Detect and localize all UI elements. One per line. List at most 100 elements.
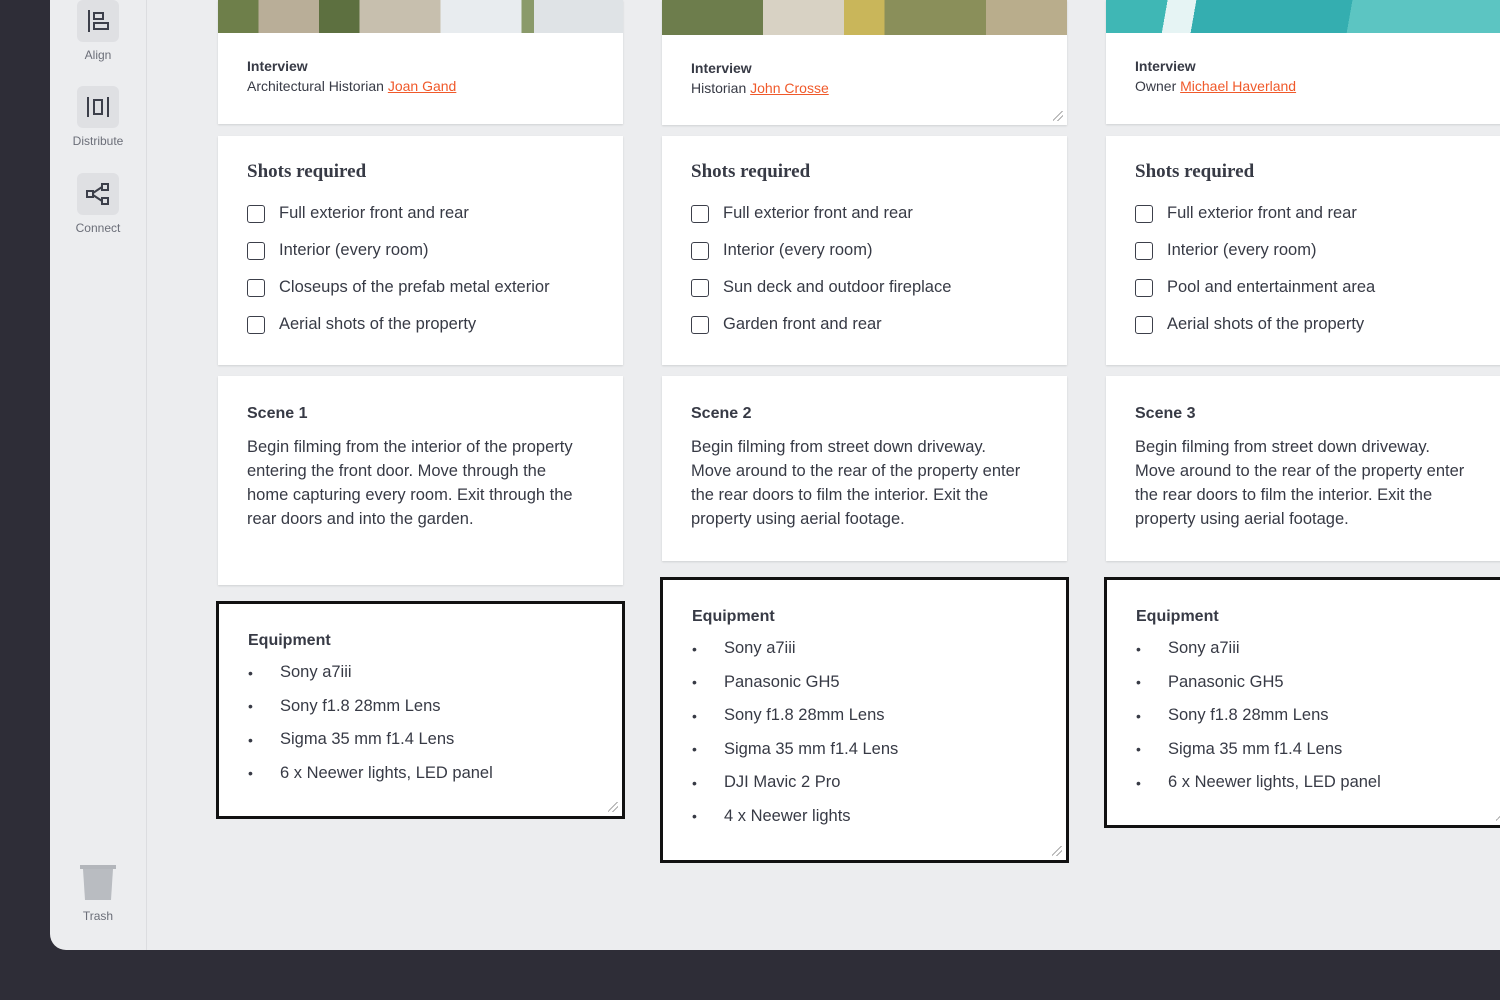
scene-card: Scene 1 Begin filming from the interior … (218, 376, 623, 585)
shot-label: Aerial shots of the property (279, 315, 477, 333)
connect-tool[interactable]: Connect (50, 173, 146, 235)
checkbox[interactable] (1135, 241, 1153, 260)
scene-description: Begin filming from street down driveway.… (691, 438, 1021, 528)
equipment-label: Sony f1.8 28mm Lens (1168, 706, 1329, 725)
resize-handle[interactable] (1052, 846, 1062, 856)
bullet-icon: • (1136, 707, 1141, 724)
bullet-icon: • (692, 774, 697, 791)
distribute-tool[interactable]: Distribute (50, 86, 146, 148)
equipment-label: 6 x Neewer lights, LED panel (1168, 773, 1381, 792)
shot-item[interactable]: Aerial shots of the property (1135, 306, 1482, 343)
shot-item[interactable]: Interior (every room) (691, 232, 1038, 269)
resize-handle[interactable] (1053, 111, 1063, 121)
checkbox[interactable] (691, 204, 709, 223)
equipment-item: • DJI Mavic 2 Pro (692, 766, 1037, 800)
equipment-card[interactable]: Equipment • Sony a7iii • Panasonic GH5 • Sony … (1104, 577, 1500, 828)
property-photo (1106, 0, 1500, 33)
shots-title: Shots required (247, 161, 367, 182)
equipment-card[interactable]: Equipment • Sony a7iii • Panasonic GH5 • Sony … (660, 577, 1069, 863)
equipment-label: Sony a7iii (1168, 639, 1240, 658)
trash-icon (80, 865, 116, 900)
interview-card: Interview Owner Michael Haverland (1106, 0, 1500, 124)
shot-item[interactable]: Aerial shots of the property (247, 306, 594, 343)
equipment-item: • 6 x Neewer lights, LED panel (248, 757, 593, 791)
bullet-icon: • (692, 741, 697, 758)
scene-card: Scene 3 Begin filming from street down d… (1106, 376, 1500, 561)
interview-title: Interview (1135, 58, 1196, 74)
shot-label: Interior (every room) (723, 241, 873, 259)
scene-description: Begin filming from the interior of the p… (247, 438, 573, 528)
resize-handle[interactable] (608, 802, 618, 812)
shot-item[interactable]: Full exterior front and rear (1135, 195, 1482, 232)
checkbox[interactable] (247, 241, 265, 260)
shot-label: Full exterior front and rear (1167, 204, 1357, 222)
shots-title: Shots required (691, 161, 811, 182)
equipment-label: 6 x Neewer lights, LED panel (280, 763, 493, 782)
equipment-title: Equipment (1136, 608, 1219, 625)
checkbox[interactable] (1135, 315, 1153, 334)
equipment-item: • 4 x Neewer lights (692, 800, 1037, 834)
scene-card: Scene 2 Begin filming from street down d… (662, 376, 1067, 561)
interviewee-link[interactable]: Joan Gand (387, 78, 457, 94)
bullet-icon: • (692, 640, 697, 657)
interviewee-role: Historian (691, 80, 747, 96)
equipment-label: Sigma 35 mm f1.4 Lens (1168, 739, 1343, 758)
bullet-icon: • (1136, 741, 1141, 758)
align-label: Align (84, 48, 112, 62)
interview-title: Interview (247, 58, 308, 74)
equipment-item: • Sony a7iii (1136, 632, 1481, 666)
interview-card: Interview Architectural Historian Joan G… (218, 0, 623, 124)
resize-handle[interactable] (1496, 811, 1500, 821)
shot-label: Interior (every room) (279, 241, 429, 259)
bullet-icon: • (248, 664, 253, 681)
checkbox[interactable] (1135, 204, 1153, 223)
shot-label: Interior (every room) (1167, 241, 1317, 259)
checkbox[interactable] (1135, 278, 1153, 297)
align-tool[interactable]: Align (50, 0, 146, 62)
checkbox[interactable] (247, 315, 265, 334)
scene-title: Scene 1 (247, 405, 308, 422)
shot-item[interactable]: Pool and entertainment area (1135, 269, 1482, 306)
equipment-item: • Panasonic GH5 (692, 666, 1037, 700)
checkbox[interactable] (691, 315, 709, 334)
equipment-card[interactable]: Equipment • Sony a7iii • Sony f1.8 28mm Lens… (216, 601, 625, 819)
bullet-icon: • (1136, 674, 1141, 691)
checkbox[interactable] (247, 278, 265, 297)
equipment-label: 4 x Neewer lights (724, 806, 851, 825)
align-icon (77, 0, 119, 42)
shot-label: Pool and entertainment area (1167, 278, 1376, 296)
equipment-label: DJI Mavic 2 Pro (724, 773, 841, 792)
interviewee-link[interactable]: John Crosse (750, 80, 829, 96)
shot-item[interactable]: Sun deck and outdoor fireplace (691, 269, 1038, 306)
equipment-item: • Sony a7iii (692, 632, 1037, 666)
distribute-icon (77, 86, 119, 128)
shot-item[interactable]: Interior (every room) (247, 232, 594, 269)
equipment-label: Sony a7iii (280, 663, 352, 682)
shot-item[interactable]: Full exterior front and rear (247, 195, 594, 232)
interviewee-link[interactable]: Michael Haverland (1180, 78, 1297, 94)
checkbox[interactable] (691, 241, 709, 260)
equipment-item: • Sigma 35 mm f1.4 Lens (1136, 733, 1481, 767)
checkbox[interactable] (691, 278, 709, 297)
equipment-title: Equipment (692, 608, 775, 625)
equipment-label: Panasonic GH5 (1168, 672, 1284, 691)
shot-label: Sun deck and outdoor fireplace (723, 278, 952, 296)
connect-icon (77, 173, 119, 215)
equipment-title: Equipment (248, 632, 331, 649)
shot-item[interactable]: Interior (every room) (1135, 232, 1482, 269)
bullet-icon: • (692, 707, 697, 724)
equipment-item: • Sony f1.8 28mm Lens (692, 699, 1037, 733)
shot-label: Garden front and rear (723, 315, 882, 333)
bullet-icon: • (692, 674, 697, 691)
scene-title: Scene 3 (1135, 405, 1196, 422)
shot-item[interactable]: Garden front and rear (691, 306, 1038, 343)
shot-item[interactable]: Closeups of the prefab metal exterior (247, 269, 594, 306)
equipment-item: • Sigma 35 mm f1.4 Lens (248, 723, 593, 757)
equipment-label: Sony f1.8 28mm Lens (280, 696, 441, 715)
bullet-icon: • (248, 731, 253, 748)
checkbox[interactable] (247, 204, 265, 223)
property-photo (218, 0, 623, 33)
connect-label: Connect (75, 221, 121, 235)
shot-item[interactable]: Full exterior front and rear (691, 195, 1038, 232)
trash-button[interactable]: Trash (50, 864, 146, 923)
